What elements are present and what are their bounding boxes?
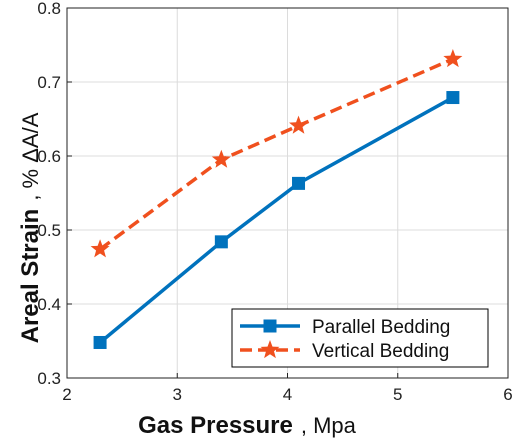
x-axis-unit-text: , Mpa: [301, 413, 357, 438]
legend-marker-parallel-bedding: [263, 319, 277, 333]
legend-box: [231, 308, 489, 368]
y-tick-label: 0.6: [37, 147, 61, 166]
legend-items: Parallel Bedding Vertical Bedding: [240, 317, 450, 362]
series-line-parallel-bedding: [98, 96, 454, 344]
series-vertical-bedding: [90, 49, 463, 258]
x-tick-label: 4: [283, 385, 292, 404]
x-axis-title-text: Gas Pressure: [138, 412, 293, 439]
series-parallel-bedding: [93, 91, 460, 349]
x-axis-title: Gas Pressure , Mpa: [138, 412, 357, 439]
x-tick-label: 2: [62, 385, 71, 404]
y-tick-label: 0.5: [37, 221, 61, 240]
series-line-vertical-bedding: [99, 57, 454, 251]
y-tick-labels: 0.3 0.4 0.5 0.6 0.7 0.8: [37, 0, 61, 388]
x-tick-labels: 2 3 4 5 6: [62, 385, 512, 404]
svg-text:Gas Pressure, Mpa: Gas Pressure , Mpa: [138, 412, 357, 439]
y-tick-label: 0.7: [37, 73, 61, 92]
y-tick-label: 0.4: [37, 295, 61, 314]
legend-label-parallel-bedding: Parallel Bedding: [312, 317, 450, 338]
data-point-parallel-bedding: [93, 335, 107, 349]
data-point-vertical-bedding: [90, 239, 110, 258]
legend-item-parallel-bedding: Parallel Bedding: [240, 317, 450, 338]
y-axis-title-text: Areal Strain: [17, 209, 44, 344]
series-layer: [90, 49, 463, 349]
data-point-parallel-bedding: [292, 176, 306, 190]
data-point-vertical-bedding: [289, 115, 309, 134]
y-tick-label: 0.8: [37, 0, 61, 18]
legend: Parallel Bedding Vertical Bedding: [231, 308, 489, 368]
y-axis-title: Areal Strain , % ΔA/A: [17, 112, 44, 343]
svg-text:Areal Strain, % ΔA/A: Areal Strain , % ΔA/A: [17, 112, 44, 343]
legend-label-vertical-bedding: Vertical Bedding: [312, 341, 449, 362]
data-point-vertical-bedding: [443, 49, 463, 68]
x-tick-label: 5: [393, 385, 402, 404]
data-point-parallel-bedding: [446, 91, 460, 105]
y-axis-unit-text: , % ΔA/A: [18, 112, 43, 200]
data-point-vertical-bedding: [211, 149, 231, 168]
axes-frame: [66, 7, 509, 379]
data-point-parallel-bedding: [214, 235, 228, 249]
legend-marker-vertical-bedding: [260, 340, 280, 359]
legend-item-vertical-bedding: Vertical Bedding: [240, 340, 449, 362]
x-tick-label: 3: [173, 385, 182, 404]
x-tick-label: 6: [503, 385, 512, 404]
y-tick-label: 0.3: [37, 369, 61, 388]
